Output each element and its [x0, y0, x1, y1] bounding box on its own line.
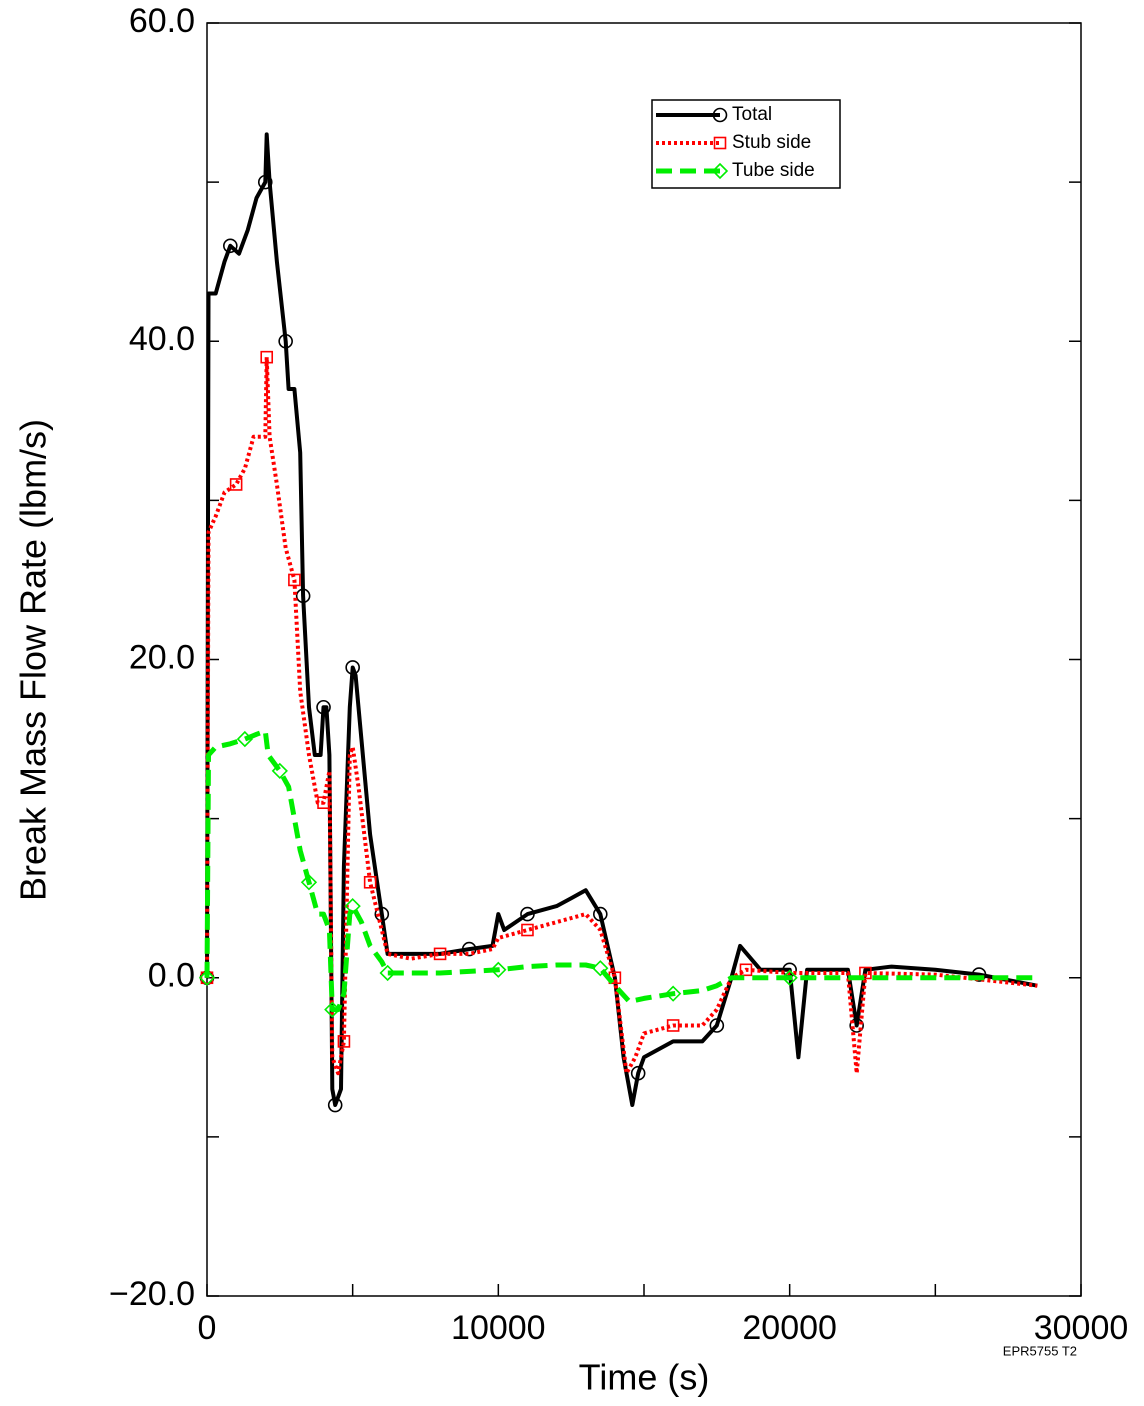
marker: [288, 573, 301, 587]
marker: [712, 107, 728, 123]
y-tick-label: 0.0: [148, 957, 195, 995]
y-tick-label: 60.0: [129, 2, 195, 40]
series-line: [204, 728, 1038, 1013]
series-line: [205, 132, 1038, 1107]
marker: [344, 898, 361, 915]
marker: [198, 969, 216, 986]
marker: [520, 906, 535, 922]
series-line: [205, 355, 1038, 1076]
marker: [317, 796, 330, 810]
marker: [337, 1035, 351, 1048]
x-tick-label: 10000: [451, 1309, 546, 1347]
marker: [521, 923, 534, 937]
marker: [300, 874, 318, 891]
marker: [630, 1065, 646, 1081]
marker: [433, 947, 447, 961]
marker: [711, 162, 729, 180]
marker: [236, 730, 254, 748]
marker: [592, 960, 609, 977]
marker: [345, 660, 360, 675]
marker: [327, 1097, 343, 1113]
x-axis-label: Time (s): [579, 1357, 710, 1398]
marker: [379, 964, 396, 982]
y-tick-label: 40.0: [129, 320, 195, 358]
marker: [665, 985, 682, 1002]
legend-label: Total: [732, 104, 772, 125]
marker: [363, 875, 377, 889]
marker: [295, 588, 311, 604]
marker: [461, 941, 477, 957]
marker: [324, 1001, 341, 1018]
marker: [592, 906, 608, 922]
x-tick-label: 30000: [1034, 1309, 1129, 1347]
y-tick-label: 20.0: [129, 638, 195, 676]
marker: [849, 1018, 864, 1033]
legend-label: Tube side: [732, 160, 815, 181]
marker: [229, 478, 243, 491]
marker: [374, 906, 390, 922]
marker: [271, 762, 288, 780]
marker: [257, 174, 273, 190]
annotation: EPR5755 T2: [1003, 1343, 1077, 1358]
marker: [859, 966, 872, 980]
marker: [316, 699, 331, 715]
y-axis-label: Break Mass Flow Rate (lbm/s): [13, 419, 54, 901]
marker: [781, 969, 798, 986]
x-tick-label: 0: [198, 1309, 217, 1347]
marker: [713, 136, 727, 150]
marker: [739, 963, 753, 977]
marker: [278, 333, 293, 349]
marker: [260, 350, 274, 364]
legend-label: Stub side: [732, 132, 811, 153]
y-tick-label: −20.0: [109, 1275, 195, 1313]
marker: [666, 1019, 680, 1032]
marker: [223, 238, 238, 254]
marker: [490, 961, 507, 978]
x-tick-label: 20000: [742, 1309, 837, 1347]
marker: [709, 1018, 725, 1033]
marker: [971, 967, 987, 982]
